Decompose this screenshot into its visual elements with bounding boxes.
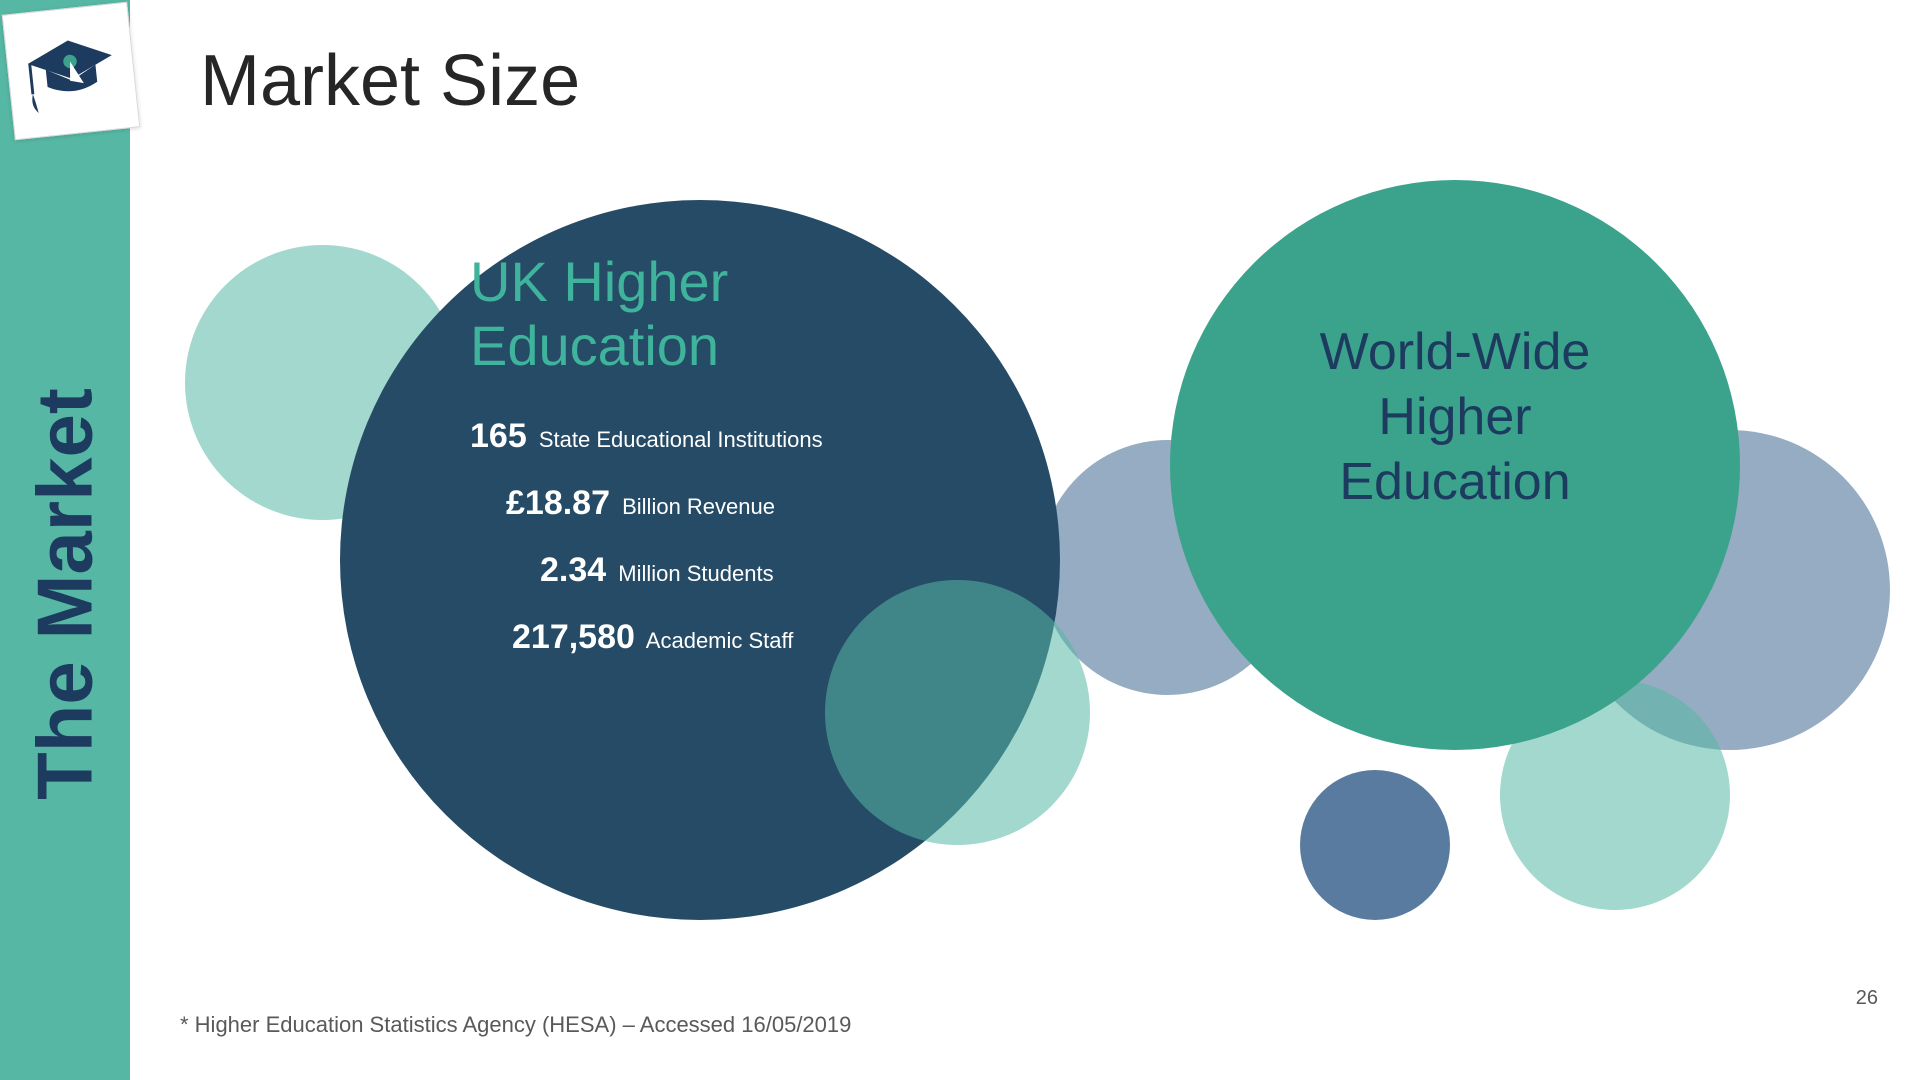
stat-label: Million Students bbox=[612, 561, 773, 586]
ww-line2: Higher bbox=[1378, 388, 1531, 446]
stat-row: 217,580 Academic Staff bbox=[512, 618, 950, 657]
stat-number: £18.87 bbox=[506, 484, 610, 522]
stat-label: State Educational Institutions bbox=[533, 427, 823, 452]
stat-number: 165 bbox=[470, 417, 527, 455]
stat-row: 2.34 Million Students bbox=[540, 551, 950, 590]
bg-slate-small bbox=[1300, 770, 1450, 920]
graduation-cap-icon bbox=[18, 18, 124, 124]
logo-box bbox=[2, 2, 140, 140]
stat-label: Academic Staff bbox=[641, 628, 793, 653]
page-number: 26 bbox=[1856, 987, 1878, 1010]
uk-stats-list: 165 State Educational Institutions £18.87… bbox=[470, 417, 950, 657]
uk-title-line2: Education bbox=[470, 314, 719, 377]
stat-row: £18.87 Billion Revenue bbox=[506, 484, 950, 523]
worldwide-higher-ed-block: World-Wide Higher Education bbox=[1255, 320, 1655, 515]
slide-title: Market Size bbox=[200, 40, 580, 122]
slide-stage: UK Higher Education 165 State Educationa… bbox=[0, 0, 1920, 1080]
footnote: * Higher Education Statistics Agency (HE… bbox=[180, 1012, 851, 1038]
stat-number: 217,580 bbox=[512, 618, 635, 656]
stat-label: Billion Revenue bbox=[616, 494, 775, 519]
uk-higher-ed-block: UK Higher Education 165 State Educationa… bbox=[470, 250, 950, 657]
uk-title-line1: UK Higher bbox=[470, 250, 728, 313]
ww-line1: World-Wide bbox=[1320, 323, 1591, 381]
sidebar: The Market bbox=[0, 0, 130, 1080]
stat-row: 165 State Educational Institutions bbox=[470, 417, 950, 456]
sidebar-label: The Market bbox=[20, 388, 111, 800]
uk-title: UK Higher Education bbox=[470, 250, 950, 379]
stat-number: 2.34 bbox=[540, 551, 606, 589]
ww-line3: Education bbox=[1339, 453, 1570, 511]
